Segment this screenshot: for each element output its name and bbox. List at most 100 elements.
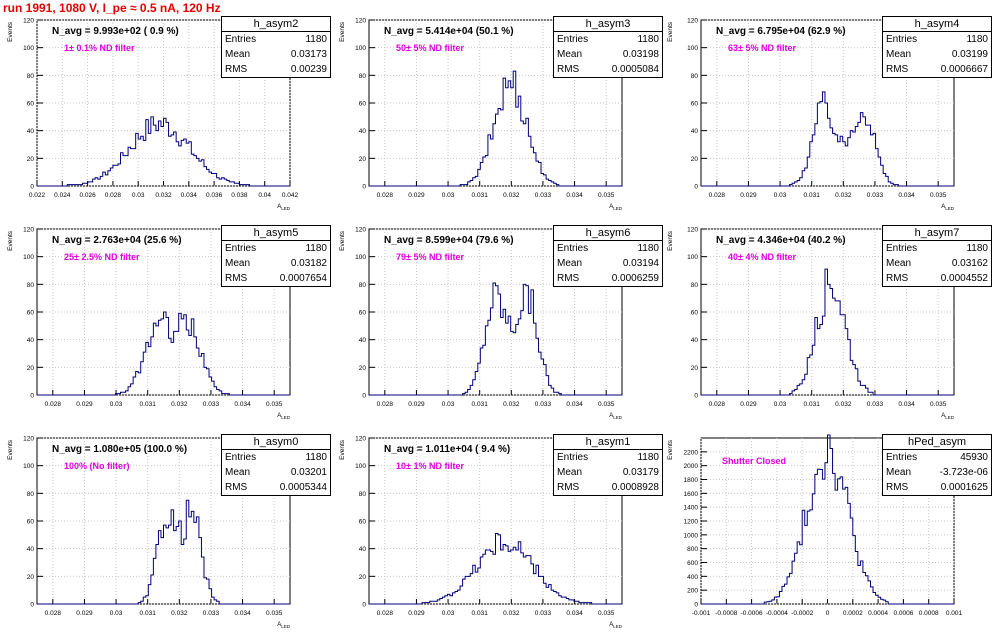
stats-row-mean: Mean 0.03194 (554, 256, 662, 271)
x-tick-label: 0.03 (774, 192, 787, 199)
x-tick-label: 0.033 (535, 610, 552, 617)
y-tick-label: 20 (691, 365, 699, 372)
y-tick-label: 2000 (684, 463, 699, 470)
stats-box: h_asym6 Entries 1180 Mean 0.03194 RMS 0.000625… (553, 225, 663, 287)
stats-label: Mean (557, 467, 583, 478)
y-tick-label: 60 (359, 101, 367, 108)
histogram-name: hPed_asym (883, 435, 991, 450)
x-tick-label: 0.034 (898, 401, 915, 408)
y-tick-label: 120 (23, 227, 34, 234)
x-tick-label: 0.029 (740, 401, 757, 408)
x-tick-label: 0.029 (408, 610, 425, 617)
x-tick-label: 0.033 (203, 610, 220, 617)
stats-row-entries: Entries 1180 (554, 450, 662, 465)
stats-label: Mean (886, 467, 912, 478)
stats-label: RMS (557, 64, 580, 75)
x-tick-label: 0.028 (377, 192, 394, 199)
stats-row-entries: Entries 1180 (222, 32, 330, 47)
x-tick-label: 0.001 (946, 610, 963, 617)
stats-box: hPed_asym Entries 45930 Mean -3.723e-06 RMS 0.… (882, 434, 992, 496)
x-tick-label: 0.028 (105, 192, 122, 199)
stats-label: RMS (886, 482, 909, 493)
histogram-name: h_asym0 (222, 435, 330, 450)
histogram-name: h_asym1 (554, 435, 662, 450)
y-tick-label: 80 (691, 73, 699, 80)
x-tick-label: 0.036 (206, 192, 223, 199)
histogram-plot: 0.028 0.029 0.03 0.031 0.032 0.033 0.034 0.035 0… (667, 227, 955, 421)
stats-label: Entries (225, 34, 257, 45)
y-tick-label: 1000 (684, 532, 699, 539)
stats-row-entries: Entries 1180 (222, 241, 330, 256)
y-tick-label: 100 (355, 45, 366, 52)
stats-value: 0.0008928 (611, 482, 659, 493)
stats-row-entries: Entries 1180 (222, 450, 330, 465)
x-tick-label: 0.031 (804, 401, 821, 408)
x-tick-label: 0.034 (566, 401, 583, 408)
stats-row-rms: RMS 0.0006259 (554, 271, 662, 286)
stats-label: RMS (557, 273, 580, 284)
stats-value: 0.0005344 (279, 482, 327, 493)
y-tick-label: 400 (687, 574, 698, 581)
stats-box: h_asym4 Entries 1180 Mean 0.03199 RMS 0.000666… (882, 16, 992, 78)
stats-value: 0.0001625 (940, 482, 988, 493)
x-tick-label: 0.0004 (868, 610, 888, 617)
x-tick-label: 0.032 (503, 401, 520, 408)
x-tick-label: 0.029 (76, 610, 93, 617)
y-tick-label: 0 (362, 184, 366, 191)
stats-value: 0.00239 (290, 64, 327, 75)
x-tick-label: -0.001 (692, 610, 711, 617)
y-tick-label: 120 (23, 436, 34, 443)
y-axis-title: Events (339, 21, 346, 42)
y-tick-label: 0 (30, 184, 34, 191)
y-tick-label: 20 (27, 574, 35, 581)
x-tick-label: 0.033 (867, 192, 884, 199)
x-tick-label: 0.022 (29, 192, 46, 199)
x-tick-label: 0.031 (472, 401, 489, 408)
navg-label: N_avg = 6.795e+04 (62.9 %) (716, 26, 846, 37)
histogram-panel-h_asym0: 0.028 0.029 0.03 0.031 0.032 0.033 0.034 0.035 0… (0, 434, 332, 641)
stats-row-entries: Entries 1180 (883, 241, 991, 256)
x-tick-label: 0.034 (234, 610, 251, 617)
y-tick-label: 800 (687, 546, 698, 553)
stats-value: 0.03173 (290, 49, 327, 60)
x-tick-label: 0.031 (804, 192, 821, 199)
x-tick-label: 0.031 (472, 610, 489, 617)
filter-label: 100% (No filter) (64, 461, 130, 471)
y-tick-label: 60 (27, 310, 35, 317)
y-tick-label: 40 (27, 128, 35, 135)
y-tick-label: 120 (355, 18, 366, 25)
histogram-name: h_asym4 (883, 17, 991, 32)
y-tick-label: 1400 (684, 505, 699, 512)
histogram-panel-hPed_asym: -0.001 -0.0008 -0.0006 -0.0004 -0.0002 0 0.000… (664, 434, 996, 641)
x-tick-label: 0.035 (598, 610, 615, 617)
stats-value: 0.03179 (622, 467, 659, 478)
y-tick-label: 60 (691, 310, 699, 317)
x-tick-label: 0.034 (898, 192, 915, 199)
stats-label: RMS (557, 482, 580, 493)
histogram-line (369, 532, 622, 605)
x-tick-label: 0.033 (535, 192, 552, 199)
x-tick-label: 0.03 (442, 401, 455, 408)
histogram-name: h_asym2 (222, 17, 330, 32)
histogram-panel-h_asym7: 0.028 0.029 0.03 0.031 0.032 0.033 0.034 0.035 0… (664, 225, 996, 432)
stats-row-rms: RMS 0.0005344 (222, 480, 330, 495)
x-tick-label: 0.034 (234, 401, 251, 408)
x-tick-label: 0.029 (408, 192, 425, 199)
stats-label: Entries (886, 34, 918, 45)
x-tick-label: 0.03 (110, 610, 123, 617)
y-tick-label: 120 (23, 18, 34, 25)
histogram-panel-h_asym4: 0.028 0.029 0.03 0.031 0.032 0.033 0.034 0.035 0… (664, 16, 996, 223)
x-tick-label: 0.032 (171, 610, 188, 617)
y-tick-label: 20 (27, 156, 35, 163)
stats-value: 1180 (637, 34, 659, 45)
x-tick-label: 0.035 (266, 610, 283, 617)
stats-row-mean: Mean 0.03199 (883, 47, 991, 62)
stats-label: RMS (886, 64, 909, 75)
navg-label: N_avg = 1.011e+04 ( 9.4 %) (384, 444, 511, 455)
x-axis-title: ALED (609, 204, 623, 211)
stats-label: Mean (886, 258, 912, 269)
x-tick-label: 0.028 (377, 401, 394, 408)
x-tick-label: 0.03 (132, 192, 145, 199)
stats-row-entries: Entries 1180 (554, 32, 662, 47)
stats-value: 1180 (637, 452, 659, 463)
